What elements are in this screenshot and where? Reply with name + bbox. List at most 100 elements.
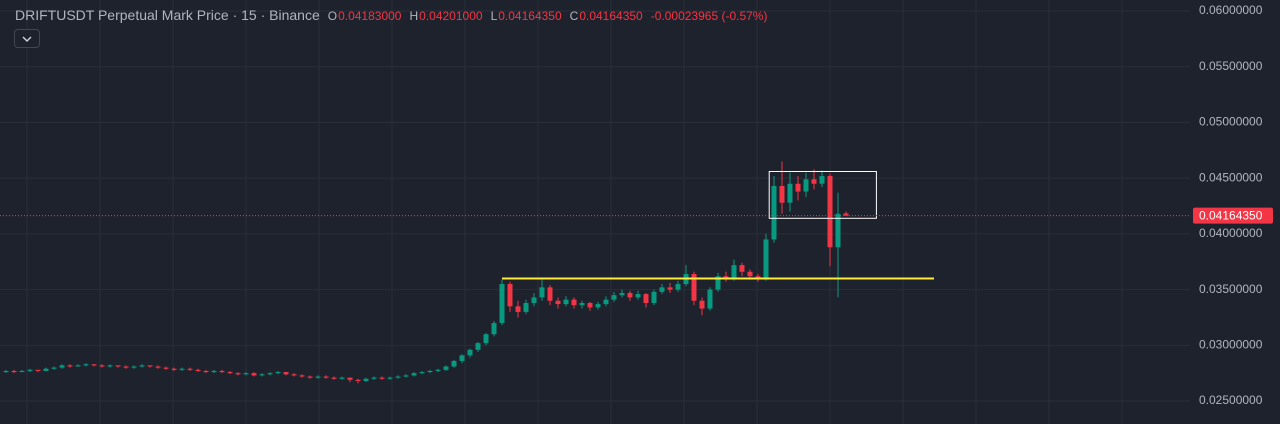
candle-body: [707, 289, 713, 309]
candle-body: [67, 365, 73, 367]
candle-body: [571, 299, 577, 306]
y-tick-label: 0.04000000: [1199, 226, 1263, 240]
candle-body: [579, 302, 585, 306]
candle-body: [691, 274, 697, 301]
collapse-button[interactable]: [14, 29, 40, 48]
candle-body: [523, 302, 529, 312]
ohlc-item: C 0.04164350: [570, 9, 643, 23]
candle-body: [803, 179, 809, 192]
candle-body: [771, 185, 777, 240]
ohlc-value: 0.04164350: [498, 9, 562, 23]
candle-body: [531, 297, 537, 303]
candle-body: [27, 369, 33, 371]
symbol-title: DRIFTUSDT Perpetual Mark Price · 15 · Bi…: [15, 7, 320, 23]
candle-body: [323, 376, 329, 378]
candle-body: [3, 370, 9, 373]
candle-body: [307, 376, 313, 378]
candle-body: [627, 292, 633, 298]
candle-body: [379, 377, 385, 379]
ohlc-key: H: [409, 9, 419, 23]
candle-body: [371, 377, 377, 379]
candle-body: [811, 179, 817, 184]
candle-body: [187, 368, 193, 370]
candle-body: [243, 373, 249, 375]
ohlc-value: 0.04164350: [579, 9, 643, 23]
candle-body: [147, 365, 153, 367]
candle-body: [203, 370, 209, 373]
candle-body: [507, 284, 513, 307]
candle-body: [91, 364, 97, 366]
candle-body: [539, 287, 545, 298]
candle-body: [715, 276, 721, 290]
candle-body: [235, 373, 241, 375]
last-price-label: 0.04164350: [1199, 208, 1263, 222]
candle-body: [659, 287, 665, 292]
candle-body: [795, 183, 801, 192]
candle-body: [619, 292, 625, 296]
candle-body: [555, 300, 561, 305]
candle-body: [763, 239, 769, 279]
candle-body: [843, 213, 849, 216]
ohlc-item: O 0.04183000: [328, 9, 402, 23]
candle-body: [331, 377, 337, 379]
candle-body: [563, 299, 569, 305]
candle-body: [211, 370, 217, 373]
range-box: [768, 170, 877, 219]
candle-body: [459, 355, 465, 361]
ohlc-item: L 0.04164350: [491, 9, 562, 23]
candle-body: [315, 376, 321, 378]
candle-body: [83, 364, 89, 366]
candle-body: [11, 370, 17, 373]
candle-body: [667, 287, 673, 290]
candle-body: [403, 375, 409, 377]
candle-body: [651, 291, 657, 303]
candle-body: [139, 365, 145, 367]
candle-body: [643, 294, 649, 303]
change-value: -0.00023965 (-0.57%): [650, 9, 768, 23]
candle-body: [59, 365, 65, 368]
candle-body: [131, 366, 137, 368]
candle-body: [219, 370, 225, 373]
candle-body: [451, 360, 457, 367]
candle-body: [611, 295, 617, 300]
y-tick-label: 0.05500000: [1199, 59, 1263, 73]
ohlc-value: 0.04201000: [419, 9, 483, 23]
candle-body: [467, 349, 473, 356]
candle-body: [35, 369, 41, 371]
ohlc-key: C: [569, 9, 579, 23]
candle-body: [75, 365, 81, 367]
ohlc-item: H 0.04201000: [409, 9, 482, 23]
candle-body: [411, 373, 417, 376]
candle-body: [171, 368, 177, 370]
candle-body: [179, 368, 185, 370]
ohlc-key: O: [327, 9, 338, 23]
candle-body: [755, 276, 761, 279]
candle-body: [419, 372, 425, 374]
candle-body: [275, 372, 281, 374]
candle-body: [291, 374, 297, 376]
candle-body: [443, 366, 449, 370]
y-tick-label: 0.04500000: [1199, 170, 1263, 184]
candle-body: [435, 369, 441, 371]
candle-body: [259, 374, 265, 376]
candle-body: [675, 284, 681, 290]
candle-body: [723, 276, 729, 279]
candle-body: [499, 284, 505, 324]
candle-body: [835, 213, 841, 248]
candle-body: [595, 304, 601, 308]
chevron-icon: [22, 36, 32, 42]
candle-body: [483, 334, 489, 344]
candle-body: [635, 294, 641, 298]
candle-body: [19, 370, 25, 373]
candle-body: [515, 306, 521, 312]
candle-body: [283, 372, 289, 375]
candle-body: [43, 368, 49, 371]
legend-header: DRIFTUSDT Perpetual Mark Price · 15 · Bi…: [15, 7, 767, 23]
candle-body: [227, 372, 233, 374]
candle-body: [587, 302, 593, 308]
candle-body: [491, 323, 497, 335]
candle-body: [747, 271, 753, 277]
candle-body: [779, 185, 785, 203]
